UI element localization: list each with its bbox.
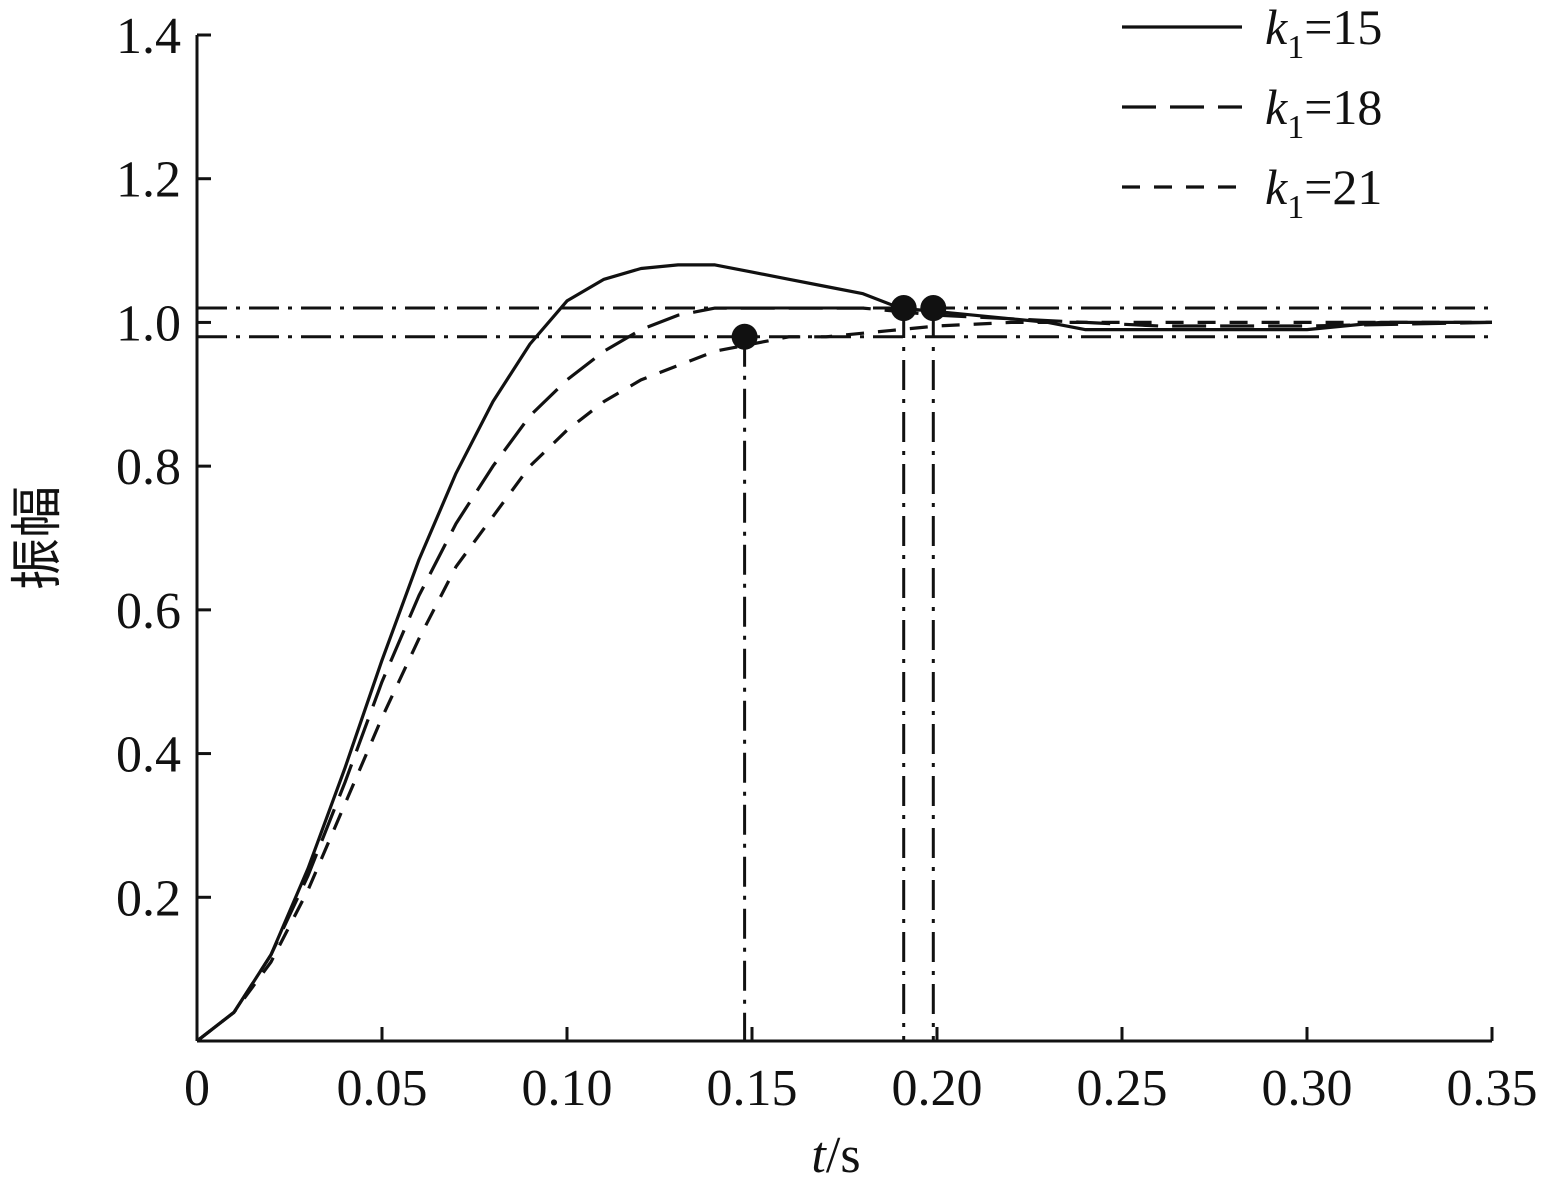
series-line-2 (196, 320, 1492, 1043)
y-axis-title: 振幅 (10, 486, 67, 590)
axes (195, 35, 1492, 1043)
settling-marker-2 (920, 295, 947, 322)
x-tick-label: 0.05 (337, 1060, 428, 1117)
x-tick-label: 0.30 (1262, 1060, 1353, 1117)
y-tick-label: 1.0 (116, 295, 181, 352)
x-tick-label: 0.10 (522, 1060, 613, 1117)
y-tick-label: 1.2 (116, 152, 181, 209)
legend-label-2: k1=21 (1265, 159, 1382, 226)
legend-label-1: k1=18 (1265, 79, 1382, 146)
legend-label-0: k1=15 (1265, 0, 1382, 66)
x-ticks: 0 0.05 0.10 0.15 0.20 0.25 0.30 0.35 (184, 1027, 1538, 1117)
y-tick-label: 0.2 (116, 870, 181, 927)
x-tick-label: 0.35 (1447, 1060, 1538, 1117)
y-tick-label: 0.8 (116, 439, 181, 496)
legend: k1=15 k1=18 k1=21 (1122, 0, 1382, 226)
x-tick-label: 0.25 (1077, 1060, 1168, 1117)
x-axis-title: t/s (811, 1127, 860, 1179)
series-line-1 (196, 306, 1493, 1043)
y-tick-label: 1.4 (116, 8, 181, 65)
settling-markers (731, 295, 947, 1041)
x-tick-label: 0.20 (892, 1060, 983, 1117)
settling-marker-0 (731, 323, 758, 350)
x-tick-label: 0.15 (707, 1060, 798, 1117)
y-ticks: 0.2 0.4 0.6 0.8 1.0 1.2 1.4 (116, 8, 211, 927)
y-tick-label: 0.6 (116, 583, 181, 640)
series-lines (196, 263, 1493, 1043)
settling-marker-1 (890, 295, 917, 322)
x-tick-label: 0 (184, 1060, 210, 1117)
series-line-0 (196, 263, 1492, 1043)
y-tick-label: 0.4 (116, 727, 181, 784)
